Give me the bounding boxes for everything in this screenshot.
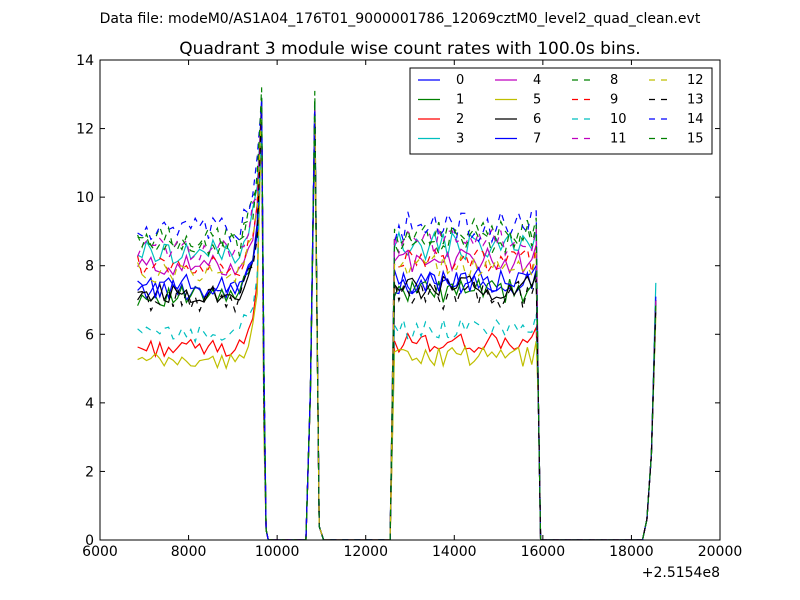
legend-label-7: 7: [533, 132, 541, 147]
series-line-5: [137, 118, 657, 540]
series-line-13: [137, 107, 657, 540]
x-axis: 6000 8000 10000 12000 14000 16000 18000 20000: [82, 60, 742, 560]
legend-label-3: 3: [456, 132, 464, 147]
y-tick-label: 8: [85, 259, 94, 275]
chart-title: Quadrant 3 module wise count rates with …: [179, 39, 640, 59]
y-tick-label: 2: [85, 464, 94, 480]
legend-label-14: 14: [687, 112, 704, 127]
legend-label-13: 13: [687, 93, 704, 108]
legend-label-9: 9: [610, 93, 618, 108]
x-tick-label: 8000: [171, 544, 207, 560]
series-line-11: [137, 104, 657, 540]
legend-label-15: 15: [687, 132, 704, 147]
y-tick-label: 6: [85, 327, 94, 343]
series-line-2: [137, 111, 657, 540]
plot-area: [99, 59, 721, 541]
x-tick-label: 10000: [255, 544, 300, 560]
series-line-14: [137, 101, 657, 540]
legend-label-4: 4: [533, 73, 541, 88]
y-tick-label: 4: [85, 396, 94, 412]
x-tick-label: 18000: [609, 544, 654, 560]
legend-label-11: 11: [610, 132, 627, 147]
y-tick-label: 12: [76, 122, 94, 138]
x-tick-label: 6000: [82, 544, 118, 560]
y-tick-label: 14: [76, 53, 94, 69]
legend-label-1: 1: [456, 93, 464, 108]
series-line-10: [137, 114, 657, 540]
y-tick-label: 0: [85, 533, 94, 549]
series-line-9: [137, 107, 657, 540]
series-line-7: [137, 101, 657, 540]
series-line-6: [137, 107, 657, 540]
x-tick-label: 14000: [432, 544, 477, 560]
plot-frame: [99, 59, 721, 541]
series-line-15: [137, 97, 657, 540]
data-file-label: Data file: modeM0/AS1A04_176T01_90000017…: [100, 11, 701, 27]
series-line-1: [137, 104, 657, 540]
x-offset-label: +2.5154e8: [642, 565, 720, 581]
legend-box: [409, 67, 713, 155]
x-tick-label: 12000: [343, 544, 388, 560]
x-tick-label: 20000: [698, 544, 743, 560]
legend-label-5: 5: [533, 93, 541, 108]
x-tick-label: 16000: [521, 544, 566, 560]
series-line-12: [137, 111, 657, 540]
legend-label-10: 10: [610, 112, 627, 127]
legend-label-2: 2: [456, 112, 464, 127]
series-line-8: [137, 87, 657, 540]
series-line-3: [137, 104, 657, 540]
series-line-4: [137, 107, 657, 540]
series-lines: [137, 87, 657, 540]
y-tick-label: 10: [76, 190, 94, 206]
legend-label-8: 8: [610, 73, 618, 88]
series-line-0: [137, 97, 657, 540]
legend-label-0: 0: [456, 73, 464, 88]
legend-label-12: 12: [687, 73, 704, 88]
legend-label-6: 6: [533, 112, 541, 127]
